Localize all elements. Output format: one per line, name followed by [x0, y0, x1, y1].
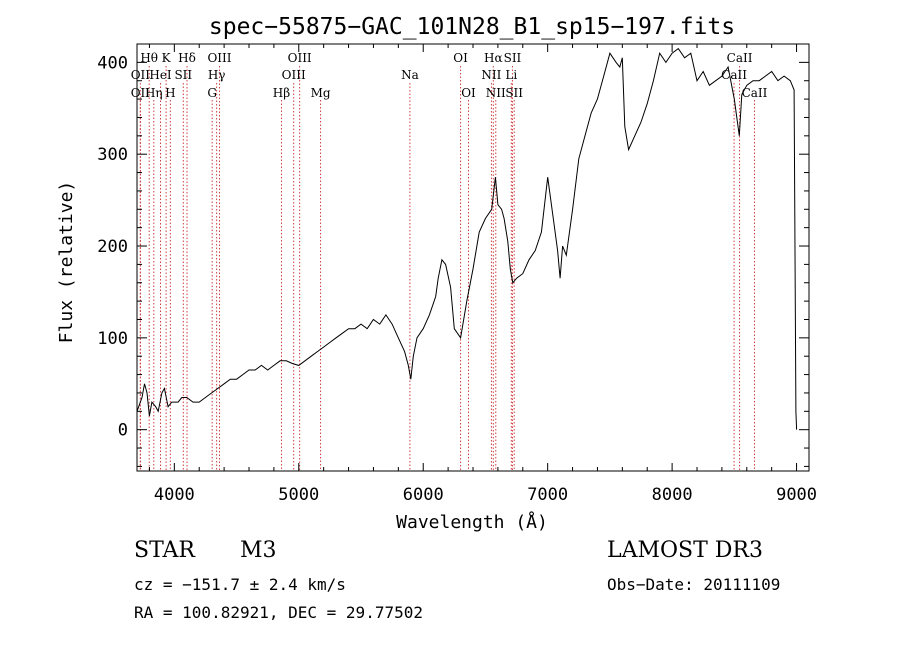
line-label: OII	[131, 86, 151, 100]
y-tick-label: 0	[118, 421, 128, 441]
spectrum-line	[136, 47, 798, 430]
x-tick-label: 4000	[154, 485, 195, 505]
object-class: STAR	[134, 538, 195, 563]
line-label: Hη	[145, 86, 163, 100]
line-label: K	[162, 51, 172, 65]
line-label: CaII	[727, 51, 753, 65]
x-axis-label: Wavelength (Å)	[396, 511, 548, 533]
line-label: OII	[131, 68, 151, 82]
x-tick-label: 5000	[278, 485, 319, 505]
line-label: H	[165, 86, 175, 100]
x-tick-label: 9000	[776, 485, 817, 505]
y-tick-label: 200	[97, 237, 128, 257]
survey-name: LAMOST DR3	[607, 538, 763, 563]
chart-title: spec−55875−GAC_101N28_B1_sp15−197.fits	[209, 14, 735, 40]
line-label: Hα	[484, 51, 503, 65]
line-label: OIII	[282, 68, 306, 82]
line-label: Hθ	[140, 51, 158, 65]
line-label: Hδ	[178, 51, 196, 65]
line-label: Li	[505, 68, 517, 82]
line-label: CaII	[742, 86, 768, 100]
y-tick-label: 100	[97, 329, 128, 349]
x-tick-label: 8000	[652, 485, 693, 505]
line-label: CaII	[721, 68, 747, 82]
line-label: SII	[505, 86, 523, 100]
observation-date: Obs−Date: 20111109	[607, 575, 781, 594]
x-tick-label: 6000	[403, 485, 444, 505]
y-tick-label: 300	[97, 145, 128, 165]
line-label: Hγ	[208, 68, 226, 82]
line-label: Mg	[311, 86, 331, 100]
line-label: Hβ	[273, 86, 290, 100]
line-label: NII	[486, 86, 506, 100]
emission-line-markers	[139, 66, 755, 471]
x-axis-ticks: 4000 5000 6000 7000 8000 9000	[148, 44, 817, 505]
line-label: HeI	[149, 68, 172, 82]
line-label: OI	[453, 51, 468, 65]
sky-coordinates: RA = 100.82921, DEC = 29.77502	[134, 603, 423, 622]
line-label: SII	[174, 68, 192, 82]
x-tick-label: 7000	[527, 485, 568, 505]
redshift-value: cz = −151.7 ± 2.4 km/s	[134, 575, 346, 594]
y-axis-label: Flux (relative)	[56, 181, 77, 344]
object-subclass: M3	[240, 538, 277, 563]
plot-frame	[136, 43, 810, 472]
line-label: OI	[461, 86, 476, 100]
line-label: NII	[481, 68, 501, 82]
y-axis-ticks: 0 100 200 300 400	[97, 43, 809, 467]
y-tick-label: 400	[97, 53, 128, 73]
line-label: G	[207, 86, 217, 100]
line-label: Na	[401, 68, 419, 82]
line-label: OIII	[207, 51, 231, 65]
line-label: OIII	[288, 51, 312, 65]
line-label: SII	[504, 51, 522, 65]
